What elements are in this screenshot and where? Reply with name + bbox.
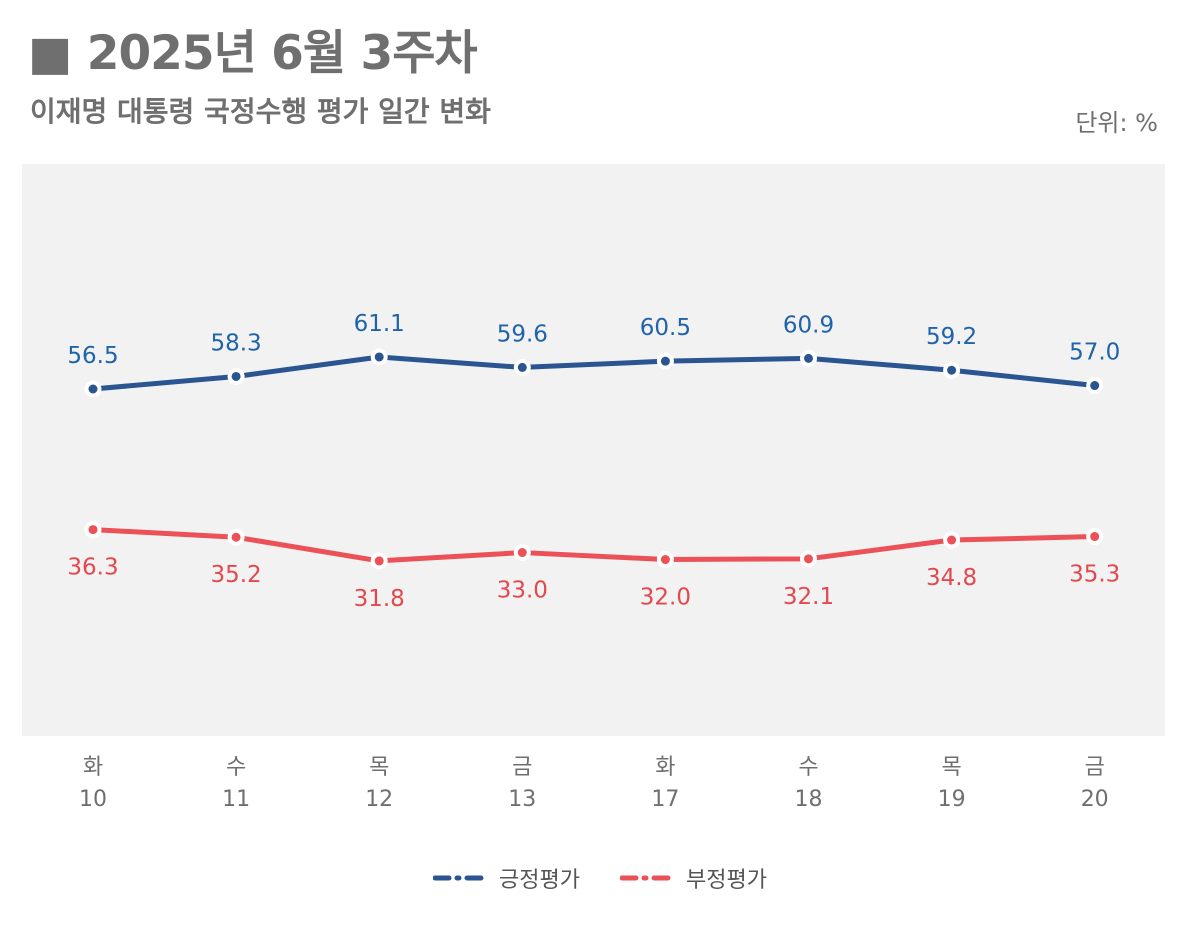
data-label-negative: 32.0 bbox=[640, 585, 691, 611]
series-line-positive bbox=[90, 354, 1098, 392]
unit-label: 단위: % bbox=[1075, 109, 1158, 137]
legend-swatch-positive bbox=[433, 875, 490, 881]
x-tick-date: 19 bbox=[938, 787, 966, 812]
data-label-positive: 60.5 bbox=[640, 315, 691, 341]
data-label-negative: 33.0 bbox=[497, 578, 548, 604]
x-tick-date: 10 bbox=[79, 787, 107, 812]
x-tick-date: 12 bbox=[365, 787, 393, 812]
chart-subtitle: 이재명 대통령 국정수행 평가 일간 변화 bbox=[30, 95, 491, 128]
legend-swatch-negative bbox=[620, 875, 676, 881]
data-label-negative: 35.2 bbox=[210, 562, 261, 588]
legend: 긍정평가 부정평가 bbox=[0, 862, 1200, 894]
data-label-positive: 59.6 bbox=[497, 321, 548, 347]
data-point-negative bbox=[800, 550, 817, 568]
data-label-positive: 58.3 bbox=[210, 330, 261, 356]
x-tick-day: 화 bbox=[83, 755, 103, 780]
data-point-positive bbox=[227, 367, 245, 385]
data-point-negative bbox=[227, 528, 245, 546]
data-point-positive bbox=[943, 361, 961, 379]
legend-label-positive: 긍정평가 bbox=[499, 868, 580, 893]
x-tick-date: 11 bbox=[222, 787, 250, 812]
legend-item-negative: 부정평가 bbox=[620, 862, 767, 894]
data-point-positive bbox=[370, 348, 388, 366]
data-point-negative bbox=[513, 544, 531, 562]
data-label-positive: 56.5 bbox=[67, 343, 118, 369]
data-point-positive bbox=[656, 352, 674, 370]
data-point-negative bbox=[1086, 528, 1104, 546]
data-label-positive: 61.1 bbox=[354, 311, 405, 337]
data-label-negative: 34.8 bbox=[926, 565, 977, 591]
data-point-positive bbox=[84, 380, 102, 398]
data-point-positive bbox=[800, 349, 817, 367]
x-tick-day: 수 bbox=[798, 755, 818, 780]
data-label-negative: 31.8 bbox=[354, 586, 405, 612]
data-label-negative: 32.1 bbox=[783, 584, 834, 610]
data-point-negative bbox=[656, 551, 674, 569]
legend-item-positive: 긍정평가 bbox=[433, 862, 580, 894]
legend-label-negative: 부정평가 bbox=[686, 868, 767, 893]
data-label-negative: 35.3 bbox=[1069, 562, 1120, 588]
data-label-positive: 57.0 bbox=[1069, 340, 1120, 366]
plot-area bbox=[22, 164, 1165, 736]
data-point-positive bbox=[1086, 377, 1104, 395]
x-tick-date: 18 bbox=[795, 787, 823, 812]
data-label-negative: 36.3 bbox=[67, 555, 118, 581]
data-point-negative bbox=[84, 521, 102, 539]
data-label-positive: 60.9 bbox=[783, 312, 834, 338]
series-line-negative bbox=[90, 527, 1098, 564]
x-tick-day: 금 bbox=[1085, 755, 1105, 780]
x-tick-day: 목 bbox=[941, 755, 961, 780]
x-tick-day: 화 bbox=[655, 755, 675, 780]
data-point-positive bbox=[513, 358, 531, 376]
x-tick-day: 금 bbox=[512, 755, 532, 780]
x-tick-day: 목 bbox=[369, 755, 389, 780]
data-point-negative bbox=[370, 552, 388, 570]
x-tick-date: 20 bbox=[1081, 787, 1109, 812]
x-tick-day: 수 bbox=[226, 755, 246, 780]
data-label-positive: 59.2 bbox=[926, 324, 977, 350]
chart-title: ■ 2025년 6월 3주차 bbox=[28, 26, 478, 81]
x-tick-date: 13 bbox=[508, 787, 536, 812]
data-point-negative bbox=[943, 531, 961, 549]
x-tick-date: 17 bbox=[651, 787, 679, 812]
